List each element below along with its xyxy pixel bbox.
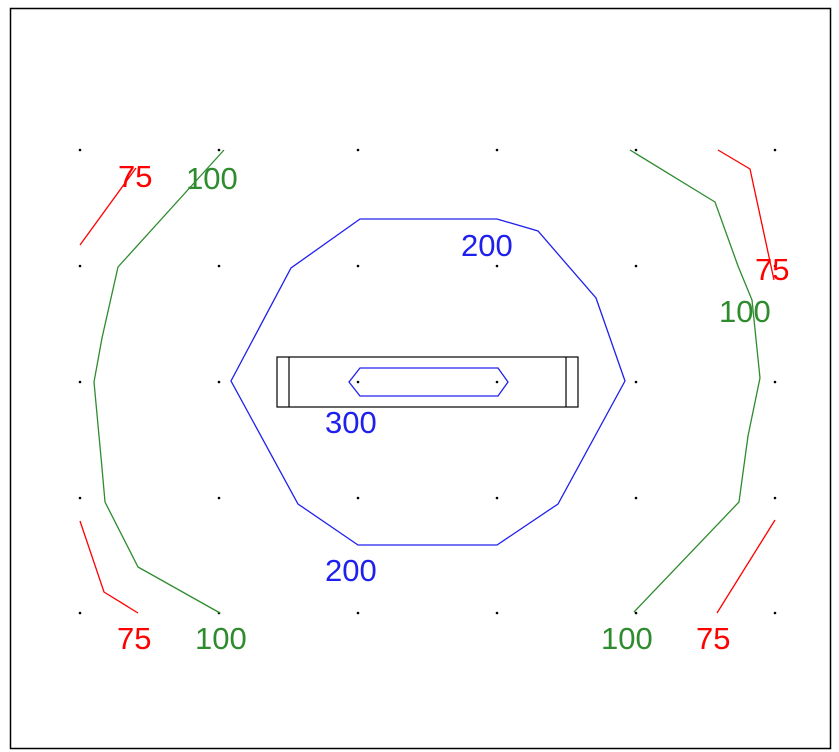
contour-75-right-bottom (716, 519, 776, 614)
grid-point (78, 380, 82, 384)
contour-label: 100 (186, 161, 238, 196)
grid-point (78, 264, 82, 268)
contour-label: 200 (325, 553, 377, 588)
contour-100-left (93, 149, 225, 614)
grid-point (634, 611, 638, 615)
grid-point (78, 611, 82, 615)
contour-75-left-bottom (79, 520, 139, 614)
contour-75-right-top (717, 149, 775, 281)
grid-point (495, 264, 499, 268)
grid-point (217, 264, 221, 268)
grid-point (495, 380, 499, 384)
contour-label: 100 (719, 294, 771, 329)
grid-point (217, 496, 221, 500)
grid-point (773, 496, 777, 500)
contour-300-inner (348, 367, 509, 397)
grid-point (78, 496, 82, 500)
grid-point (495, 611, 499, 615)
contour-label: 75 (118, 159, 152, 194)
grid-point (773, 264, 777, 268)
grid-point (773, 611, 777, 615)
grid-point (495, 496, 499, 500)
grid-point (78, 148, 82, 152)
grid-point (495, 148, 499, 152)
contour-label: 200 (461, 228, 513, 263)
contour-label: 100 (195, 621, 247, 656)
grid-point (773, 380, 777, 384)
contour-label: 75 (117, 621, 151, 656)
contour-100-right (629, 149, 761, 613)
grid-point (634, 264, 638, 268)
contour-labels: 75 100 200 75 100 300 200 75 100 100 75 (117, 159, 789, 656)
grid-point (356, 148, 360, 152)
grid-point (356, 496, 360, 500)
grid-point (773, 148, 777, 152)
contour-label: 100 (601, 621, 653, 656)
luminaire-body (276, 356, 579, 408)
measurement-grid-points (78, 148, 777, 615)
contour-200-outer (230, 218, 626, 546)
grid-point (356, 380, 360, 384)
grid-point (217, 380, 221, 384)
grid-point (634, 380, 638, 384)
contour-lines (79, 149, 776, 614)
grid-point (634, 148, 638, 152)
grid-point (217, 148, 221, 152)
plot-frame (9, 7, 832, 750)
contour-75-left-top (79, 167, 137, 246)
contour-label: 75 (696, 621, 730, 656)
grid-point (356, 264, 360, 268)
grid-point (356, 611, 360, 615)
luminaire (276, 356, 579, 408)
contour-label: 75 (755, 252, 789, 287)
contour-label: 300 (325, 405, 377, 440)
grid-point (634, 496, 638, 500)
